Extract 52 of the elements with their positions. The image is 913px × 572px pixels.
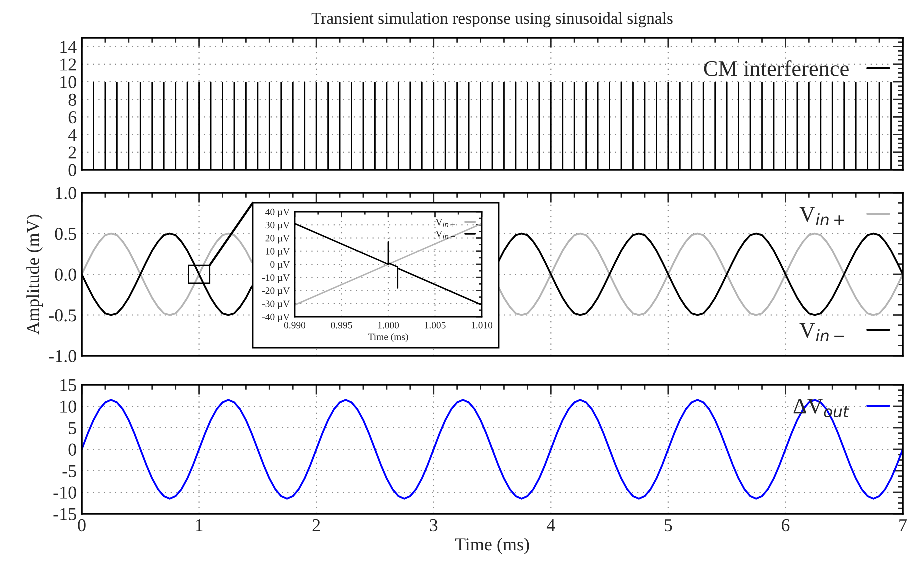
legend-label: V$_{in−}$ (800, 323, 844, 342)
y-tick-label: 0 (68, 444, 76, 456)
y-tick-label: 4 (68, 129, 77, 142)
y-tick-label: -10 µV (262, 274, 290, 284)
y-tick-label: -15 (54, 508, 76, 520)
y-tick-label: 1.0 (56, 187, 76, 200)
y-tick-label: -10 (54, 486, 76, 499)
x-tick-label: 5 (664, 520, 672, 532)
legend-label: V$_{in−}$ (436, 230, 456, 239)
x-tick-label: 1 (196, 519, 203, 532)
legend-label: V$_{in+}$ (800, 207, 844, 226)
line-series (82, 399, 903, 500)
y-tick-label: 0.5 (55, 228, 76, 240)
y-tick-label: 12 (60, 58, 76, 71)
y-tick-label: 15 (60, 379, 76, 392)
x-tick-label: 0.990 (284, 322, 306, 329)
y-tick-label: 30 µV (266, 222, 290, 231)
y-tick-label: 8 (68, 94, 76, 106)
x-tick-label: 1.005 (425, 322, 446, 329)
x-tick-label: 1.010 (472, 322, 493, 329)
y-tick-label: -0.5 (49, 310, 76, 322)
y-tick-label: -5 (62, 465, 76, 478)
y-tick-label: -40 µV (262, 314, 290, 322)
y-tick-label: 0 µV (270, 261, 290, 270)
x-tick-label: 0.995 (331, 322, 352, 329)
y-tick-label: -30 µV (262, 300, 290, 310)
x-tick-label: 6 (782, 519, 790, 532)
x-axis-title: Time (ms) (455, 538, 530, 554)
x-tick-label: 4 (546, 520, 556, 532)
x-tick-label: 3 (430, 519, 438, 532)
y-tick-label: 10 (60, 76, 76, 88)
y-tick-label: 0.0 (55, 268, 76, 282)
x-tick-label: 0 (78, 519, 86, 532)
y-tick-label: 2 (68, 146, 76, 159)
x-tick-label: 1.000 (378, 322, 400, 329)
y-tick-label: 20 µV (266, 235, 290, 244)
y-axis-title: Amplitude (mV) (26, 214, 43, 335)
y-tick-label: 10 µV (266, 248, 290, 257)
y-tick-label: 14 (60, 41, 77, 54)
y-tick-label: 10 (60, 400, 76, 413)
y-tick-label: 5 (69, 422, 76, 434)
x-tick-label: 7 (900, 520, 907, 532)
x-tick-label: 2 (312, 519, 320, 532)
y-tick-label: -20 µV (262, 288, 290, 296)
y-tick-label: 0 (68, 164, 76, 176)
legend-label: V$_{in+}$ (436, 219, 456, 228)
y-tick-label: -1.0 (49, 350, 76, 363)
chart-title: Transient simulation response using sinusoidal signals (312, 12, 673, 28)
legend-label: CM interference (704, 60, 849, 76)
x-axis-title: Time (ms) (368, 333, 408, 342)
y-tick-label: 40 µV (266, 208, 290, 218)
y-tick-label: 6 (68, 112, 77, 124)
